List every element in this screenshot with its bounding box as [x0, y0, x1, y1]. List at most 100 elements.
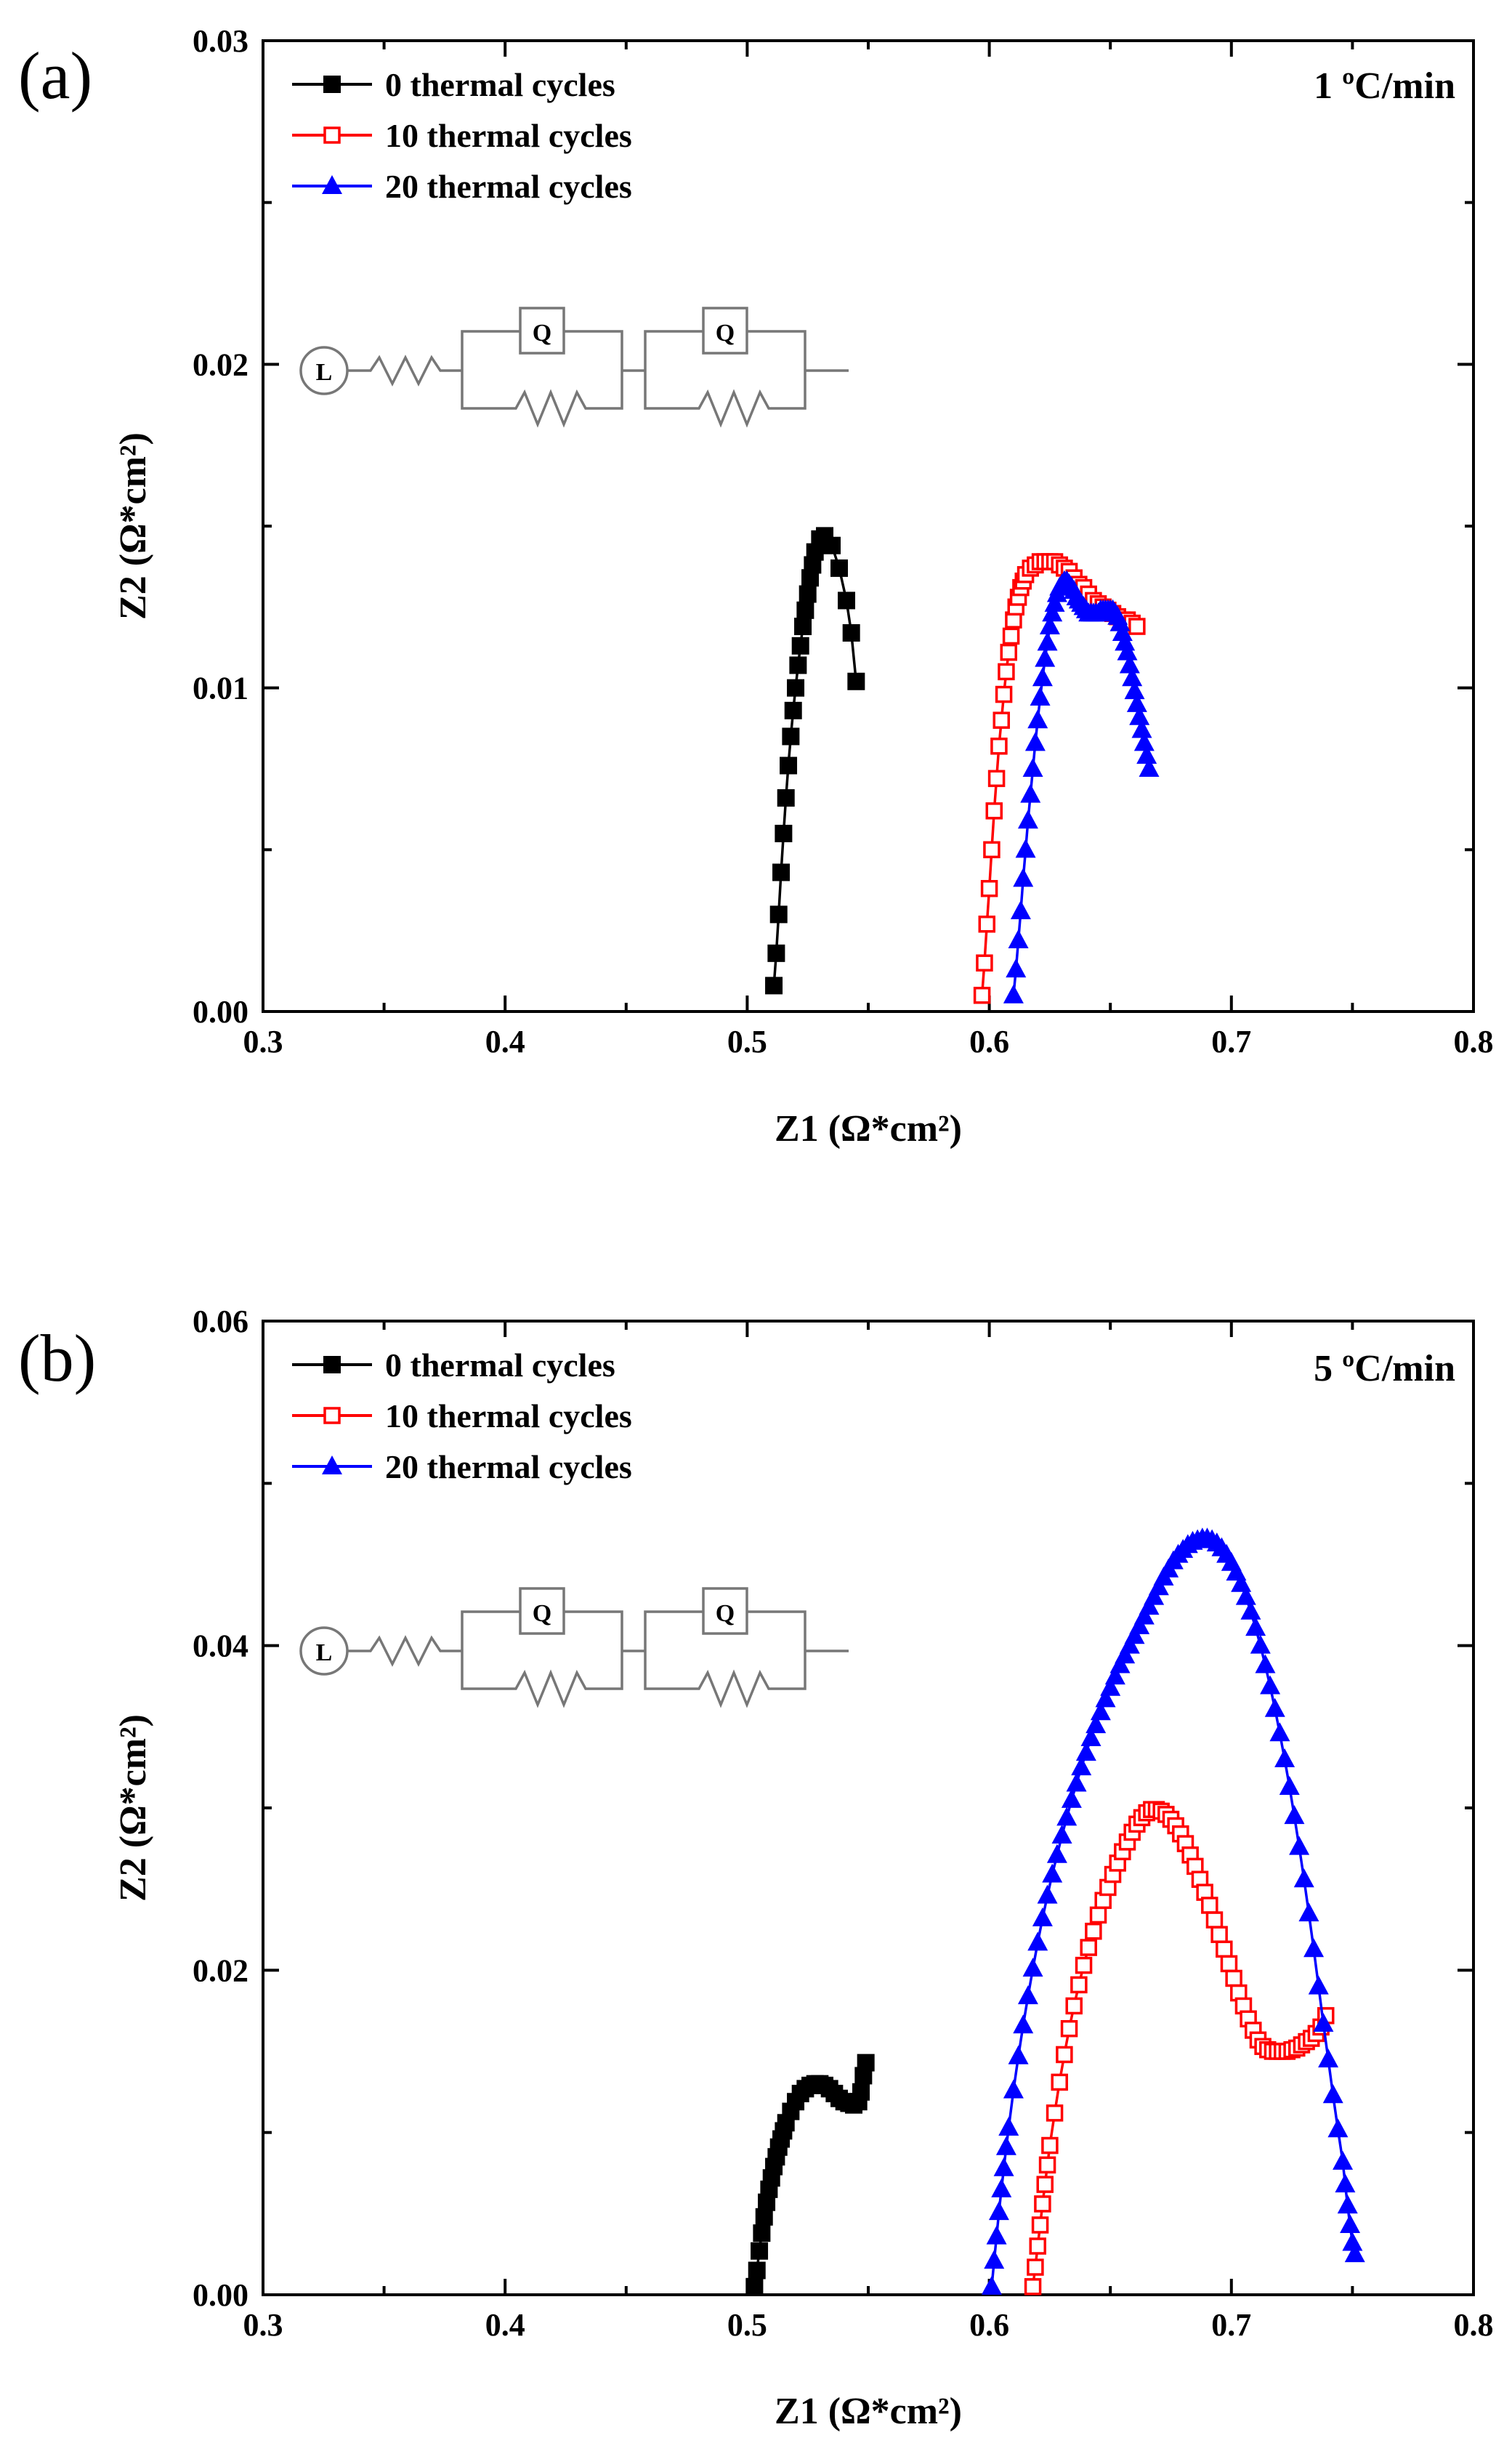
data-point	[1042, 602, 1063, 622]
cpe-box	[702, 307, 748, 355]
inductor-label: L	[316, 359, 333, 386]
data-point	[1124, 1625, 1145, 1644]
data-point	[1333, 2150, 1354, 2170]
data-point	[1139, 758, 1160, 777]
data-point	[1015, 839, 1036, 858]
data-point	[1235, 1586, 1256, 1605]
data-point	[998, 663, 1015, 681]
data-point	[1075, 1742, 1096, 1761]
data-point	[794, 618, 812, 636]
data-point	[755, 2208, 773, 2226]
series-2	[981, 1527, 1365, 2295]
series-0	[765, 527, 865, 995]
data-point	[1066, 1772, 1087, 1792]
data-point	[1020, 783, 1041, 803]
legend-label: 20 thermal cycles	[385, 168, 632, 205]
data-point	[980, 880, 998, 897]
series-1	[1024, 1801, 1335, 2296]
rq-branch-wire	[461, 330, 623, 428]
data-point	[1136, 745, 1157, 764]
data-point	[1255, 1654, 1276, 1673]
data-point	[1264, 1697, 1285, 1717]
panel-b: 0.3 0.4 0.5 0.6 0.7 0.8 0.00 0.02 0.04 0.06 Z1 (Ω*…	[18, 1304, 1494, 2432]
data-point	[1216, 1940, 1233, 1958]
data-point	[990, 738, 1008, 755]
data-point	[772, 863, 791, 881]
data-point	[1344, 2243, 1365, 2263]
x-tick-label: 0.4	[485, 1024, 525, 1059]
data-point	[1065, 1997, 1083, 2015]
cpe-label: Q	[716, 320, 735, 347]
data-point	[1032, 667, 1053, 687]
series-resistor	[347, 1635, 462, 1667]
data-point	[988, 2201, 1009, 2221]
data-point	[823, 536, 841, 554]
data-point	[1017, 809, 1038, 829]
data-point	[1000, 643, 1018, 661]
data-point	[1128, 618, 1146, 635]
data-point	[791, 637, 809, 655]
inductor-label: L	[316, 1639, 333, 1666]
data-point	[1308, 1975, 1329, 1995]
data-point	[1240, 1600, 1261, 1620]
data-point	[753, 2224, 771, 2242]
data-point	[1119, 1634, 1140, 1654]
legend-marker	[323, 76, 341, 93]
data-point	[1269, 1722, 1290, 1742]
data-point	[1115, 1644, 1136, 1664]
data-point	[857, 2054, 875, 2072]
data-point	[1124, 680, 1145, 700]
data-point	[1030, 687, 1051, 706]
data-point	[1034, 2195, 1051, 2213]
data-point	[1129, 1615, 1150, 1634]
cpe-box	[519, 1587, 565, 1635]
data-point	[1046, 1844, 1067, 1863]
data-point	[1144, 1586, 1165, 1605]
data-point	[1313, 2013, 1334, 2032]
data-point	[995, 685, 1013, 703]
x-tick-label: 0.5	[727, 1024, 767, 1059]
data-point	[1126, 693, 1147, 712]
data-point	[1085, 1922, 1102, 1940]
data-point	[1112, 621, 1133, 641]
data-point	[1293, 1868, 1314, 1888]
data-point	[748, 2261, 766, 2280]
data-point	[1022, 1958, 1043, 1977]
data-point	[1274, 1748, 1295, 1767]
data-point	[1027, 709, 1048, 729]
data-point	[1327, 2118, 1349, 2138]
data-point	[985, 802, 1003, 820]
data-point	[1003, 984, 1024, 1004]
data-point	[1029, 2237, 1046, 2255]
y-axis-title: Z2 (Ω*cm²)	[113, 1714, 154, 1902]
data-point	[1006, 958, 1027, 978]
data-point	[1122, 667, 1143, 687]
x-tick-label: 0.3	[243, 1024, 283, 1059]
data-point	[796, 601, 814, 619]
data-point	[1250, 1634, 1271, 1654]
data-point	[993, 2157, 1014, 2176]
data-point	[1095, 1688, 1116, 1708]
data-point	[775, 825, 793, 843]
data-point	[1340, 2213, 1361, 2233]
rq-branch-wire	[644, 330, 806, 428]
data-point	[1119, 654, 1140, 674]
legend-label: 10 thermal cycles	[385, 117, 632, 154]
legend-marker	[322, 1455, 342, 1474]
data-point	[838, 591, 856, 610]
data-point	[1131, 719, 1152, 738]
data-point	[983, 841, 1000, 859]
x-tick-label: 0.6	[969, 2307, 1009, 2343]
data-point	[978, 916, 996, 933]
x-tick-label: 0.5	[727, 2307, 767, 2343]
data-point	[847, 672, 865, 690]
data-point	[1201, 1897, 1218, 1914]
legend-marker	[323, 1356, 341, 1373]
data-point	[1225, 1969, 1242, 1987]
cpe-label: Q	[533, 1600, 551, 1627]
data-point	[1090, 1701, 1111, 1721]
data-point	[799, 585, 817, 603]
legend-label: 10 thermal cycles	[385, 1397, 632, 1434]
data-point	[751, 2242, 769, 2260]
